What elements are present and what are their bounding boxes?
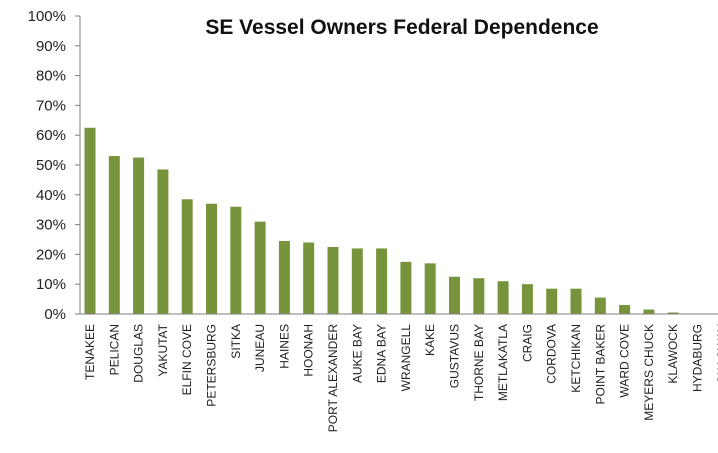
y-tick-label: 80% [36, 68, 66, 85]
bar [133, 157, 145, 314]
bar [108, 156, 120, 314]
x-tick-label: GUSTAVUS [448, 324, 462, 388]
bar [546, 288, 558, 314]
x-tick-label: CRAIG [520, 324, 534, 362]
x-tick-label: SITKA [229, 324, 243, 359]
y-tick-label: 60% [36, 127, 66, 144]
bar [400, 261, 412, 314]
x-tick-label: POINT BAKER [593, 324, 607, 405]
chart-title: SE Vessel Owners Federal Dependence [205, 16, 598, 39]
x-tick-label: DOUGLAS [132, 324, 146, 383]
x-tick-label: HAINES [277, 324, 291, 369]
x-tick-label: KLAWOCK [666, 324, 680, 384]
y-tick-label: 40% [36, 187, 66, 204]
y-tick-label: 0% [44, 306, 66, 323]
y-tick-label: 20% [36, 246, 66, 263]
bar [278, 240, 290, 314]
y-tick-label: 50% [36, 157, 66, 174]
y-tick-label: 70% [36, 97, 66, 114]
x-tick-label: ELFIN COVE [180, 324, 194, 395]
bar [594, 297, 606, 314]
y-tick-label: 90% [36, 38, 66, 55]
bar [376, 248, 388, 314]
bar [181, 199, 193, 314]
bar [449, 276, 460, 314]
bar [206, 203, 217, 314]
y-tick-label: 100% [28, 8, 66, 25]
y-tick-label: 10% [36, 276, 66, 293]
x-tick-label: MEYERS CHUCK [642, 324, 656, 421]
x-tick-label: PELICAN [107, 324, 121, 375]
bar [327, 246, 339, 314]
x-tick-label: KAKE [423, 324, 437, 356]
y-axis-tick-labels: 0% 10% 20% 30% 40% 50% 60% 70% 80% 90% 100% [28, 8, 80, 323]
bar [230, 206, 242, 314]
x-tick-label: EDNA BAY [375, 324, 389, 383]
x-tick-label: AUKE BAY [350, 324, 364, 383]
bars [84, 127, 679, 314]
y-tick-label: 30% [36, 217, 66, 234]
x-tick-label: WRANGELL [399, 324, 413, 392]
x-tick-label: JUNEAU [253, 324, 267, 372]
bar [424, 263, 436, 314]
bar [570, 288, 582, 314]
bar [84, 127, 96, 314]
bar [254, 221, 266, 314]
x-tick-label: HYDABURG [691, 324, 705, 392]
x-tick-label: KETCHIKAN [569, 324, 583, 393]
bar [473, 278, 485, 314]
bar [643, 309, 655, 314]
x-tick-label: TENAKEE [83, 324, 97, 380]
x-tick-label: YAKUTAT [156, 323, 170, 376]
x-tick-label: WARD COVE [618, 324, 632, 398]
bar [157, 169, 169, 314]
x-tick-label: SKAGWAY [715, 324, 718, 383]
bar [619, 305, 631, 314]
bar [521, 284, 533, 314]
x-tick-label: CORDOVA [545, 324, 559, 384]
bar [497, 281, 509, 314]
bar [303, 242, 315, 314]
bar [351, 248, 363, 314]
x-tick-label: PORT ALEXANDER [326, 324, 340, 433]
x-tick-label: METLAKATLA [496, 324, 510, 401]
bar [667, 312, 679, 314]
x-tick-label: THORNE BAY [472, 324, 486, 401]
x-axis-tick-labels: TENAKEE PELICAN DOUGLAS YAKUTAT ELFIN COVE PE… [83, 323, 718, 432]
x-tick-label: HOONAH [302, 324, 316, 377]
x-tick-label: PETERSBURG [205, 324, 219, 407]
